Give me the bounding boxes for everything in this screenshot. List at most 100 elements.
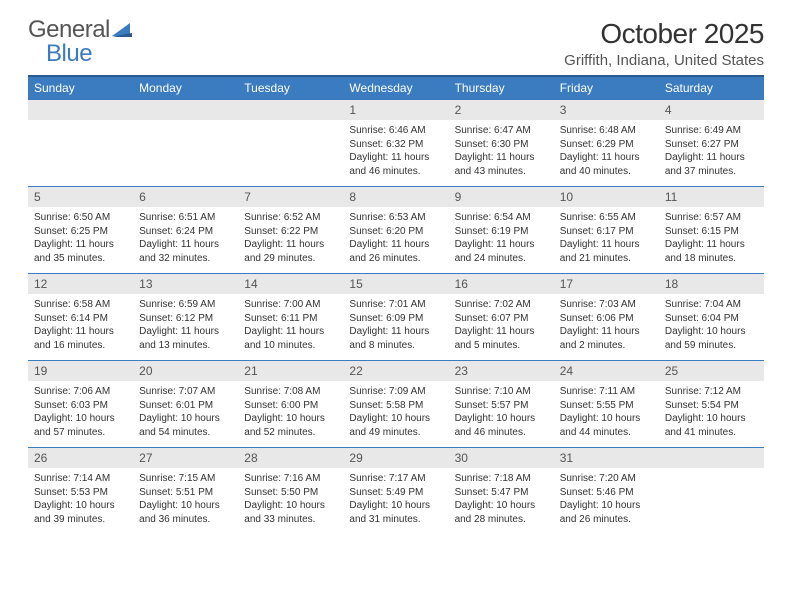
day-line: Sunrise: 7:11 AM: [560, 385, 653, 399]
day-content: Sunrise: 6:49 AMSunset: 6:27 PMDaylight:…: [659, 120, 764, 187]
day-line: Sunrise: 7:03 AM: [560, 298, 653, 312]
day-line: and 49 minutes.: [349, 426, 442, 440]
day-number: 11: [659, 187, 764, 208]
day-content: Sunrise: 6:55 AMSunset: 6:17 PMDaylight:…: [554, 207, 659, 274]
day-line: Sunset: 5:47 PM: [455, 486, 548, 500]
day-line: and 24 minutes.: [455, 252, 548, 266]
day-line: Sunrise: 7:18 AM: [455, 472, 548, 486]
day-line: and 8 minutes.: [349, 339, 442, 353]
day-line: Sunset: 5:46 PM: [560, 486, 653, 500]
day-line: Sunrise: 6:51 AM: [139, 211, 232, 225]
day-line: and 40 minutes.: [560, 165, 653, 179]
header: GeneralBlue October 2025 Griffith, India…: [28, 18, 764, 69]
day-number: 24: [554, 361, 659, 382]
day-line: Daylight: 10 hours: [244, 499, 337, 513]
day-line: Sunset: 6:19 PM: [455, 225, 548, 239]
week-content-row: Sunrise: 6:58 AMSunset: 6:14 PMDaylight:…: [28, 294, 764, 361]
day-content: Sunrise: 7:07 AMSunset: 6:01 PMDaylight:…: [133, 381, 238, 448]
day-number: 16: [449, 274, 554, 295]
day-number: 14: [238, 274, 343, 295]
day-number: 31: [554, 448, 659, 469]
day-line: Sunset: 6:09 PM: [349, 312, 442, 326]
day-number: 20: [133, 361, 238, 382]
day-line: Sunset: 6:11 PM: [244, 312, 337, 326]
day-line: Sunrise: 7:10 AM: [455, 385, 548, 399]
day-content: Sunrise: 6:57 AMSunset: 6:15 PMDaylight:…: [659, 207, 764, 274]
day-content: Sunrise: 7:20 AMSunset: 5:46 PMDaylight:…: [554, 468, 659, 534]
day-line: Sunrise: 7:16 AM: [244, 472, 337, 486]
day-line: Daylight: 10 hours: [349, 499, 442, 513]
day-line: Sunset: 6:29 PM: [560, 138, 653, 152]
day-number: 18: [659, 274, 764, 295]
day-line: Sunset: 5:53 PM: [34, 486, 127, 500]
week-daynum-row: 1234: [28, 100, 764, 121]
day-line: Sunrise: 6:53 AM: [349, 211, 442, 225]
day-line: and 46 minutes.: [455, 426, 548, 440]
day-line: Sunset: 6:17 PM: [560, 225, 653, 239]
calendar-page: GeneralBlue October 2025 Griffith, India…: [0, 0, 792, 552]
week-content-row: Sunrise: 7:14 AMSunset: 5:53 PMDaylight:…: [28, 468, 764, 534]
day-line: Daylight: 10 hours: [455, 412, 548, 426]
day-line: Daylight: 10 hours: [139, 412, 232, 426]
calendar-table: SundayMondayTuesdayWednesdayThursdayFrid…: [28, 75, 764, 534]
day-line: Daylight: 10 hours: [455, 499, 548, 513]
day-line: Daylight: 10 hours: [244, 412, 337, 426]
day-number: 6: [133, 187, 238, 208]
day-number: 4: [659, 100, 764, 121]
day-content: Sunrise: 7:12 AMSunset: 5:54 PMDaylight:…: [659, 381, 764, 448]
day-line: Sunrise: 7:08 AM: [244, 385, 337, 399]
day-number: 26: [28, 448, 133, 469]
day-line: Sunset: 6:04 PM: [665, 312, 758, 326]
day-number: 28: [238, 448, 343, 469]
day-content: Sunrise: 7:10 AMSunset: 5:57 PMDaylight:…: [449, 381, 554, 448]
day-content: Sunrise: 6:54 AMSunset: 6:19 PMDaylight:…: [449, 207, 554, 274]
day-number: 2: [449, 100, 554, 121]
day-header: Wednesday: [343, 76, 448, 100]
day-number: 9: [449, 187, 554, 208]
day-number: 27: [133, 448, 238, 469]
day-content: Sunrise: 7:00 AMSunset: 6:11 PMDaylight:…: [238, 294, 343, 361]
day-line: Sunrise: 7:04 AM: [665, 298, 758, 312]
day-line: Sunrise: 6:46 AM: [349, 124, 442, 138]
day-content: Sunrise: 6:51 AMSunset: 6:24 PMDaylight:…: [133, 207, 238, 274]
day-line: Sunrise: 6:49 AM: [665, 124, 758, 138]
day-line: Sunset: 6:00 PM: [244, 399, 337, 413]
day-header: Sunday: [28, 76, 133, 100]
day-line: Daylight: 11 hours: [244, 238, 337, 252]
day-content: [659, 468, 764, 534]
day-line: Sunset: 5:49 PM: [349, 486, 442, 500]
day-number: 22: [343, 361, 448, 382]
day-line: Sunrise: 7:06 AM: [34, 385, 127, 399]
week-content-row: Sunrise: 6:50 AMSunset: 6:25 PMDaylight:…: [28, 207, 764, 274]
day-content: Sunrise: 7:16 AMSunset: 5:50 PMDaylight:…: [238, 468, 343, 534]
day-number: [28, 100, 133, 121]
day-line: Daylight: 11 hours: [560, 325, 653, 339]
day-line: Daylight: 10 hours: [139, 499, 232, 513]
logo-text-blue: Blue: [46, 40, 92, 67]
day-line: Daylight: 10 hours: [34, 412, 127, 426]
day-line: and 36 minutes.: [139, 513, 232, 527]
day-content: Sunrise: 6:59 AMSunset: 6:12 PMDaylight:…: [133, 294, 238, 361]
day-line: and 35 minutes.: [34, 252, 127, 266]
day-line: Daylight: 11 hours: [560, 238, 653, 252]
day-line: Daylight: 10 hours: [349, 412, 442, 426]
day-line: Daylight: 11 hours: [349, 151, 442, 165]
day-line: Sunrise: 7:15 AM: [139, 472, 232, 486]
day-line: Sunset: 6:15 PM: [665, 225, 758, 239]
day-line: and 2 minutes.: [560, 339, 653, 353]
day-line: Sunset: 6:25 PM: [34, 225, 127, 239]
day-line: Daylight: 11 hours: [349, 238, 442, 252]
day-header: Tuesday: [238, 76, 343, 100]
week-daynum-row: 567891011: [28, 187, 764, 208]
day-content: Sunrise: 7:03 AMSunset: 6:06 PMDaylight:…: [554, 294, 659, 361]
day-number: [238, 100, 343, 121]
day-line: and 37 minutes.: [665, 165, 758, 179]
day-header: Monday: [133, 76, 238, 100]
day-line: Daylight: 11 hours: [455, 325, 548, 339]
day-number: 10: [554, 187, 659, 208]
day-number: 25: [659, 361, 764, 382]
day-header: Friday: [554, 76, 659, 100]
day-line: Daylight: 11 hours: [244, 325, 337, 339]
day-line: and 26 minutes.: [349, 252, 442, 266]
day-content: Sunrise: 6:53 AMSunset: 6:20 PMDaylight:…: [343, 207, 448, 274]
